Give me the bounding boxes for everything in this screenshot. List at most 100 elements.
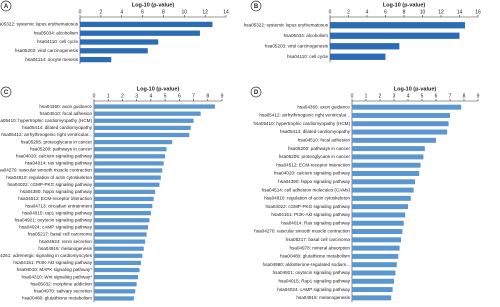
bar xyxy=(94,118,194,123)
bar xyxy=(330,22,466,29)
bar xyxy=(330,43,400,50)
axis-title: Log-10 (p-value) xyxy=(394,86,437,92)
category-label: hsa04512: ECM-receptor interaction xyxy=(276,162,350,167)
x-tick-label: 7 xyxy=(192,93,195,99)
bar xyxy=(352,137,436,143)
category-label: hsa04514: cell adhesion molecules (CAMs) xyxy=(262,187,351,192)
category-label: hsa04015: Rap1 signaling pathway xyxy=(278,278,350,283)
bar xyxy=(352,112,450,118)
x-tick-label: 9 xyxy=(477,93,480,99)
panel-label: D xyxy=(254,90,259,96)
bar xyxy=(352,287,393,293)
category-label: hsa04261: adrenergic signaling in cardio… xyxy=(0,253,93,258)
category-label: hsa04360: axon guidance xyxy=(39,104,92,109)
category-label: hsa04390: hippo signaling pathway xyxy=(278,179,350,184)
bar xyxy=(352,187,414,193)
bar xyxy=(94,132,190,138)
category-label: hsa05414: dilated cardiomyopathy xyxy=(22,125,93,130)
category-label: hsa05322: systemic lupus erythematosus xyxy=(0,22,79,27)
bar xyxy=(352,121,449,127)
category-label: hsa04110: cell cycle xyxy=(37,39,78,44)
x-tick-label: 4 xyxy=(366,9,369,15)
x-tick-label: 6 xyxy=(178,93,181,99)
category-label: hsa04916: melanogenesis xyxy=(296,295,350,300)
panel-badge xyxy=(250,86,262,98)
category-label: hsa05217: basal cell carcinoma xyxy=(286,237,351,242)
x-tick-label: 4 xyxy=(407,93,410,99)
x-tick-label: 4 xyxy=(149,93,152,99)
category-label: hsa04510: focal adhesion xyxy=(40,111,93,116)
category-label: hsa04978: mineral absorption xyxy=(289,245,350,250)
bar xyxy=(352,162,421,168)
category-label: hsa04022: cGMP-PKG signaling pathway xyxy=(265,204,350,209)
bar xyxy=(352,195,411,201)
category-label: hsa05410: hypertrophic cardiomyopathy (H… xyxy=(253,121,350,126)
x-tick-label: 3 xyxy=(393,93,396,99)
bar xyxy=(352,237,401,243)
bar xyxy=(330,32,460,39)
category-label: hsa04270: vascular smooth muscle contrac… xyxy=(0,168,92,173)
panel-badge xyxy=(250,0,262,12)
bar xyxy=(94,246,144,251)
bar xyxy=(94,253,143,258)
panel-badge xyxy=(0,86,12,98)
x-tick-label: 0 xyxy=(79,9,82,15)
category-label: hsa00480: glutathione metabolism xyxy=(22,296,92,301)
bar xyxy=(94,296,134,301)
bar xyxy=(352,295,392,301)
category-label: hsa04921: oxytocin signaling pathway xyxy=(273,270,351,275)
x-tick-label: 3 xyxy=(135,93,138,99)
bar xyxy=(94,139,173,145)
category-label: hsa05205: proteoglycans in cancer xyxy=(21,139,93,144)
x-tick-label: 2 xyxy=(99,9,102,15)
category-label: hsa05203: viral carcinogenesis xyxy=(265,43,329,48)
x-tick-label: 8 xyxy=(162,9,165,15)
bar xyxy=(352,229,403,235)
axis-title: Log-10 (p-value) xyxy=(137,86,180,92)
bar xyxy=(352,154,424,160)
category-label: hsa04014: Ras signaling pathway xyxy=(281,220,350,225)
bar xyxy=(94,111,201,116)
panel-label: A xyxy=(4,4,9,10)
category-label: hsa04110: cell cycle xyxy=(287,54,328,59)
x-tick-label: 10 xyxy=(182,9,188,15)
bar xyxy=(94,147,167,152)
bar xyxy=(352,278,394,284)
bar xyxy=(352,220,404,226)
category-label: hsa04510: focal adhesion xyxy=(298,138,351,143)
category-label: hsa05412: arrhythmogenic right ventricul… xyxy=(259,113,350,118)
bar xyxy=(94,175,161,180)
category-label: hsa04270: vascular smooth muscle contrac… xyxy=(254,229,350,234)
category-label: hsa04014: ras signaling pathway xyxy=(25,161,93,166)
bar xyxy=(94,274,139,280)
bar xyxy=(80,21,213,28)
bar xyxy=(352,245,400,251)
x-tick-label: 4 xyxy=(120,9,123,15)
category-label: hsa05034: alcoholism xyxy=(34,30,79,35)
category-label: hsa04310: Wnt signaling pathway* xyxy=(22,274,93,279)
category-label: hsa05217: basal cell carcinoma xyxy=(28,232,93,237)
bar xyxy=(94,189,156,194)
bar xyxy=(94,260,141,266)
category-label: hsa04960: aldosterone-regulated sodium..… xyxy=(263,262,350,267)
x-tick-label: 6 xyxy=(141,9,144,15)
bar xyxy=(94,104,215,109)
category-label: hsa05032: morphine addiction xyxy=(30,281,92,286)
bar xyxy=(352,270,396,276)
bar xyxy=(94,203,153,209)
x-tick-label: 16 xyxy=(475,9,481,15)
category-label: hsa04360: axon guidance xyxy=(297,104,350,109)
category-label: hsa04024: cAMP signaling pathway xyxy=(19,225,92,230)
x-tick-label: 1 xyxy=(365,93,368,99)
bar xyxy=(94,154,166,159)
x-tick-label: 2 xyxy=(379,93,382,99)
category-label: hsa05200: pathways in cancer xyxy=(30,146,93,151)
bar xyxy=(94,225,149,230)
x-tick-label: 5 xyxy=(164,93,167,99)
x-tick-label: 7 xyxy=(449,93,452,99)
bar xyxy=(352,146,425,152)
category-label: hsa00480: glutathione metabolism xyxy=(280,254,350,259)
category-label: hsa05410: hypertrophic cardiomyopathy (H… xyxy=(0,118,92,123)
x-tick-label: 12 xyxy=(202,9,208,15)
